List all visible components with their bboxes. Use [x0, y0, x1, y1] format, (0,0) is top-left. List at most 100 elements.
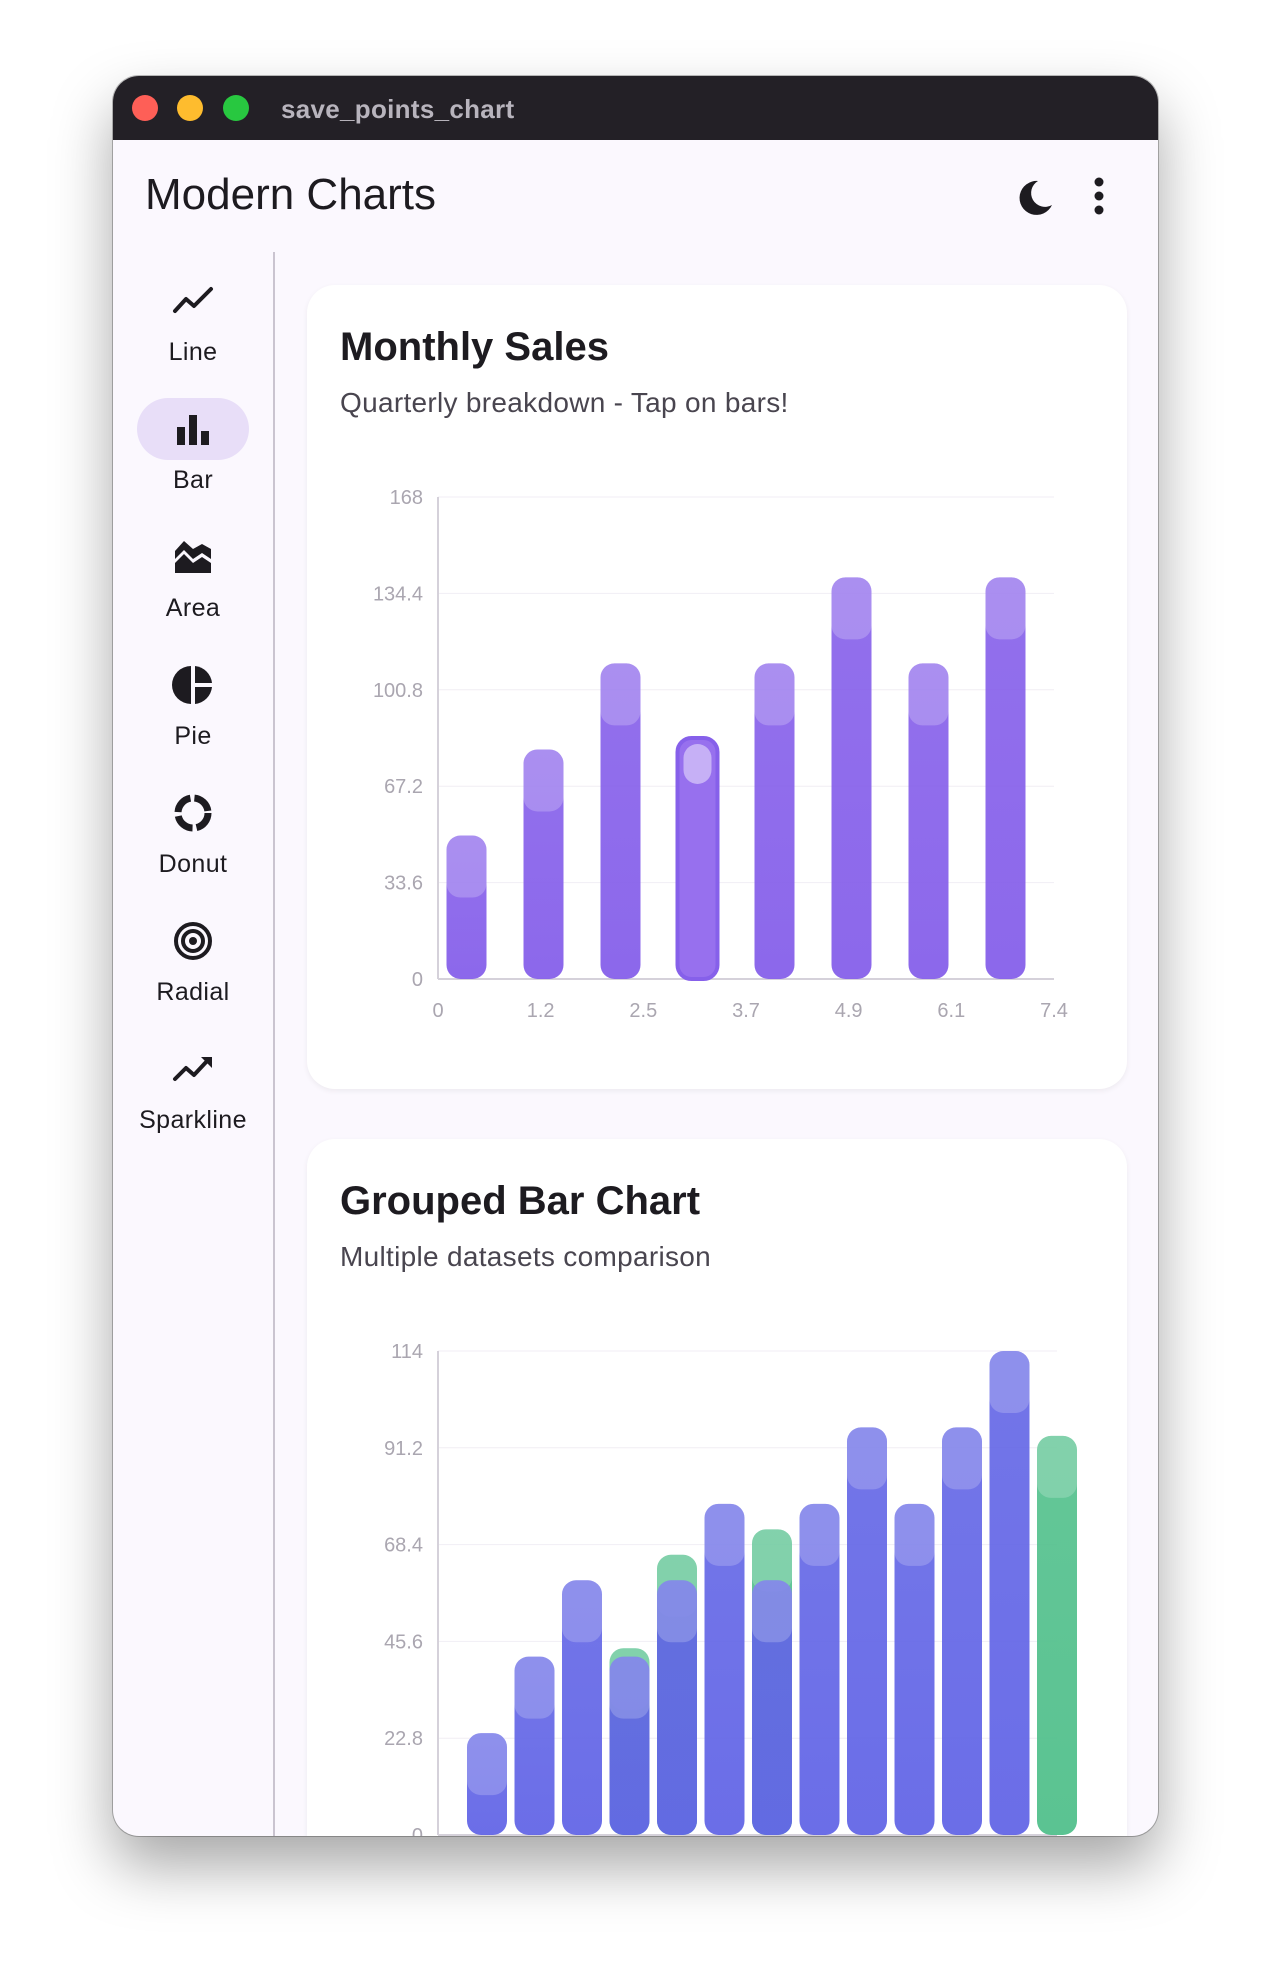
series-a-bar[interactable]: [657, 1580, 697, 1835]
bar-group[interactable]: [985, 577, 1026, 979]
bar-highlight: [799, 1503, 840, 1566]
series-a-bar[interactable]: [467, 1733, 507, 1835]
area-chart-icon: [175, 541, 211, 573]
rail-item-donut[interactable]: Donut: [113, 782, 273, 892]
minimize-window-button[interactable]: [177, 95, 203, 121]
bar-group[interactable]: [942, 1427, 982, 1835]
y-tick-label: 134.4: [373, 583, 423, 605]
y-tick-label: 45.6: [384, 1631, 423, 1653]
y-tick-label: 91.2: [384, 1438, 423, 1460]
bar-group[interactable]: [562, 1580, 602, 1835]
bar-group[interactable]: [1037, 1435, 1077, 1835]
rail-item-label: Bar: [172, 466, 214, 494]
bar-group[interactable]: [446, 835, 487, 979]
radial-chart-icon: [174, 922, 212, 960]
series-a-bar[interactable]: [847, 1427, 887, 1835]
series-a-bar[interactable]: [752, 1580, 792, 1835]
rail-pill: [137, 526, 249, 588]
rail-item-bar[interactable]: Bar: [113, 398, 273, 508]
app-window: save_points_chart Modern Charts Line: [113, 76, 1158, 1836]
rail-item-area[interactable]: Area: [113, 526, 273, 636]
bar-group[interactable]: [799, 1503, 840, 1835]
app-title: Modern Charts: [145, 170, 437, 219]
series-a-bar[interactable]: [514, 1656, 555, 1835]
app-bar: Modern Charts: [113, 140, 1158, 252]
rail-item-sparkline[interactable]: Sparkline: [113, 1038, 273, 1148]
x-tick-label: 0: [432, 1000, 443, 1022]
bar-highlight: [467, 1733, 507, 1796]
bar-highlight: [752, 1529, 792, 1592]
bar-highlight: [446, 835, 487, 898]
rail-item-radial[interactable]: Radial: [113, 910, 273, 1020]
series-a-bar[interactable]: [942, 1427, 982, 1835]
series-b-bar[interactable]: [1037, 1435, 1077, 1835]
close-window-button[interactable]: [132, 95, 158, 121]
line-chart-icon: [173, 287, 213, 313]
rail-item-label: Area: [165, 594, 221, 622]
bar-group[interactable]: [600, 663, 641, 979]
y-tick-label: 33.6: [384, 873, 423, 895]
chart-bar[interactable]: [600, 663, 641, 979]
series-a-bar[interactable]: [609, 1656, 650, 1835]
series-a-bar[interactable]: [989, 1351, 1030, 1835]
bar-chart-icon: [177, 415, 209, 445]
rail-pill: [137, 782, 249, 844]
bar-group[interactable]: [514, 1656, 555, 1835]
bar-highlight: [609, 1656, 650, 1719]
y-tick-label: 22.8: [384, 1728, 423, 1750]
rail-pill: [137, 270, 249, 332]
y-tick-label: 168: [390, 487, 423, 509]
chart-bar[interactable]: [985, 577, 1026, 979]
chart-bar[interactable]: [908, 663, 949, 979]
series-a-bar[interactable]: [799, 1503, 840, 1835]
bar-group[interactable]: [657, 1554, 697, 1835]
x-tick-label: 4.9: [835, 1000, 863, 1022]
x-tick-label: 1.2: [527, 1000, 555, 1022]
bar-highlight: [754, 663, 795, 726]
y-tick-label: 0: [412, 969, 423, 991]
more-vert-icon[interactable]: [1089, 174, 1109, 218]
rail-pill: [137, 398, 249, 460]
bar-highlight: [683, 744, 712, 784]
bar-group[interactable]: [754, 663, 795, 979]
navigation-rail: Line Bar Area: [113, 252, 275, 1836]
chart-bar[interactable]: [831, 577, 872, 979]
bar-highlight: [752, 1580, 792, 1643]
card-subtitle: Quarterly breakdown - Tap on bars!: [340, 387, 789, 418]
rail-item-line[interactable]: Line: [113, 270, 273, 380]
bar-group[interactable]: [675, 736, 720, 981]
y-tick-label: 68.4: [384, 1535, 423, 1557]
rail-item-pie[interactable]: Pie: [113, 654, 273, 764]
card-title: Grouped Bar Chart: [340, 1179, 701, 1223]
zoom-window-button[interactable]: [223, 95, 249, 121]
bar-group[interactable]: [908, 663, 949, 979]
bar-group[interactable]: [467, 1733, 507, 1835]
chart-bar[interactable]: [754, 663, 795, 979]
moon-icon[interactable]: [1013, 176, 1057, 220]
bar-group[interactable]: [752, 1529, 792, 1835]
rail-pill: [137, 1038, 249, 1100]
chart-bar[interactable]: [675, 736, 720, 981]
donut-chart-icon: [174, 794, 212, 832]
x-tick-label: 3.7: [732, 1000, 760, 1022]
title-bar: save_points_chart: [113, 76, 1158, 140]
grouped-bar-chart: 0 22.8 45.6 68.4 91.2 114: [384, 1341, 1077, 1836]
bar-highlight: [523, 749, 564, 812]
bar-group[interactable]: [609, 1648, 650, 1835]
chart-bar[interactable]: [446, 835, 487, 979]
x-tick-label: 6.1: [937, 1000, 965, 1022]
bar-group[interactable]: [831, 577, 872, 979]
series-a-bar[interactable]: [704, 1503, 745, 1835]
bar-group[interactable]: [523, 749, 564, 979]
bar-highlight: [514, 1656, 555, 1719]
bar-group[interactable]: [989, 1351, 1030, 1835]
series-a-bar[interactable]: [894, 1503, 935, 1835]
chart-bar[interactable]: [523, 749, 564, 979]
bar-highlight: [989, 1351, 1030, 1413]
bar-highlight: [942, 1427, 982, 1490]
bar-group[interactable]: [704, 1503, 745, 1835]
series-a-bar[interactable]: [562, 1580, 602, 1835]
bar-group[interactable]: [847, 1427, 887, 1835]
monthly-sales-card: Monthly Sales Quarterly breakdown - Tap …: [307, 285, 1127, 1089]
bar-group[interactable]: [894, 1503, 935, 1835]
